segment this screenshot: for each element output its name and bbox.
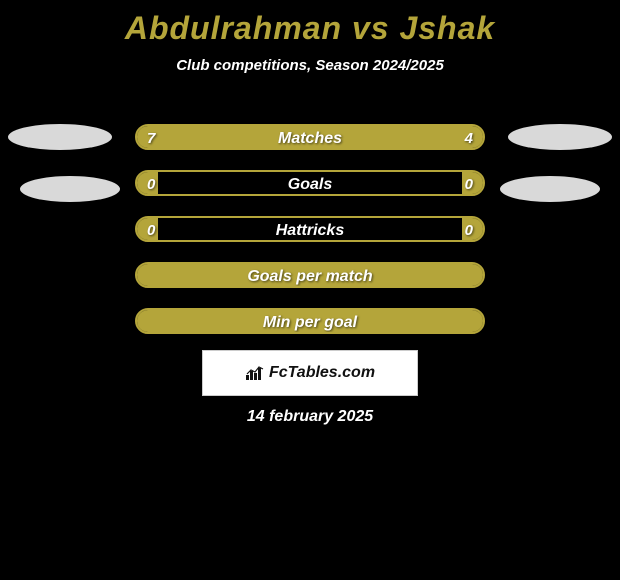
stat-value-left: 0 — [147, 172, 155, 196]
comparison-canvas: Abdulrahman vs Jshak Club competitions, … — [0, 0, 620, 580]
bars-icon — [245, 365, 265, 381]
stat-row: Hattricks0 0 — [135, 216, 485, 242]
stat-value-right: 0 — [465, 172, 473, 196]
stat-value-left: 7 — [147, 126, 155, 150]
stat-row: Goals per match — [135, 262, 485, 288]
avatar-placeholder — [508, 124, 612, 150]
stat-label: Goals — [137, 172, 483, 196]
stat-label: Goals per match — [137, 264, 483, 288]
stat-rows: Matches74Goals00Hattricks00Goals per mat… — [135, 124, 485, 354]
stat-row: Min per goal — [135, 308, 485, 334]
footer-brand-label: FcTables.com — [269, 364, 375, 382]
stat-row: Matches7 4 — [135, 124, 485, 150]
avatar-placeholder — [500, 176, 600, 202]
stat-label: Hattricks — [137, 218, 483, 242]
stat-label: Matches — [137, 126, 483, 150]
stat-value-right: 0 — [465, 218, 473, 242]
avatar-placeholder — [20, 176, 120, 202]
page-subtitle: Club competitions, Season 2024/2025 — [0, 57, 620, 74]
stat-label: Min per goal — [137, 310, 483, 334]
stat-value-right: 4 — [465, 126, 473, 150]
stat-value-left: 0 — [147, 218, 155, 242]
date-label: 14 february 2025 — [0, 408, 620, 426]
footer-brand-box: FcTables.com — [202, 350, 418, 396]
page-title: Abdulrahman vs Jshak — [0, 0, 620, 47]
avatar-placeholder — [8, 124, 112, 150]
stat-row: Goals0 0 — [135, 170, 485, 196]
